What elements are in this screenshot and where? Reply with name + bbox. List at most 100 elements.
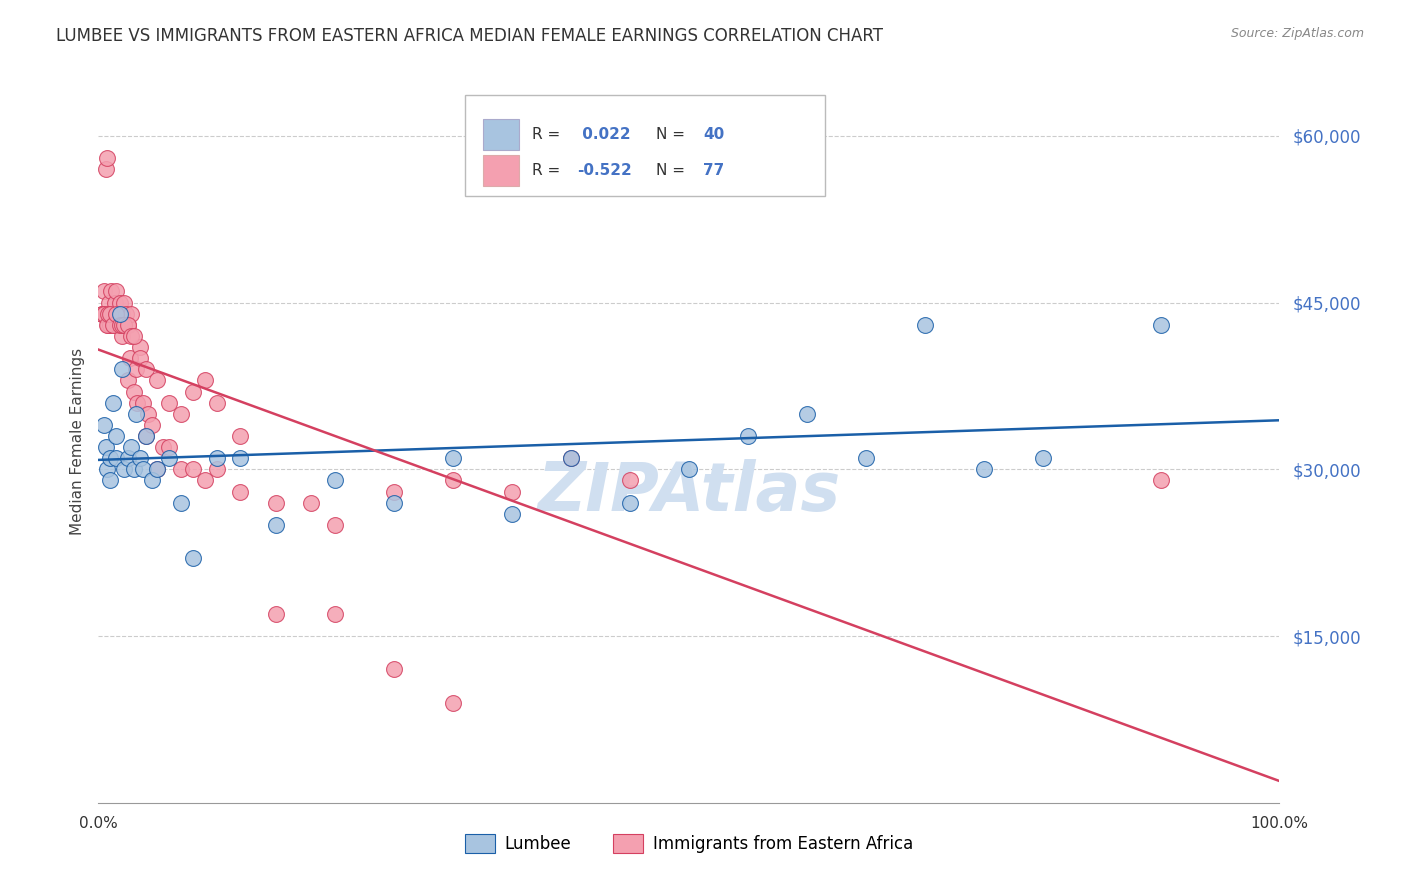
Point: [146, 462, 169, 476]
Point: [98, 307, 121, 321]
Text: 0.022: 0.022: [576, 127, 630, 142]
Point: [323, 607, 346, 621]
Point: [107, 307, 129, 321]
Point: [121, 329, 143, 343]
Point: [229, 451, 252, 466]
Text: Source: ZipAtlas.com: Source: ZipAtlas.com: [1230, 27, 1364, 40]
FancyBboxPatch shape: [484, 120, 519, 150]
Point: [117, 318, 139, 332]
Point: [121, 307, 143, 321]
Point: [1032, 451, 1054, 466]
Point: [93, 417, 115, 432]
Point: [560, 451, 582, 466]
Point: [128, 340, 150, 354]
Point: [97, 318, 120, 332]
Point: [105, 318, 128, 332]
Point: [122, 329, 145, 343]
Text: R =: R =: [531, 163, 565, 178]
Point: [101, 307, 124, 321]
Point: [114, 307, 136, 321]
Point: [382, 484, 405, 499]
Point: [157, 451, 180, 466]
Point: [796, 407, 818, 421]
Point: [101, 395, 124, 409]
Point: [181, 551, 204, 566]
Point: [135, 362, 157, 376]
Point: [128, 351, 150, 366]
Point: [205, 462, 228, 476]
Point: [264, 517, 287, 532]
Point: [136, 407, 159, 421]
Point: [135, 429, 157, 443]
FancyBboxPatch shape: [484, 155, 519, 186]
Point: [96, 151, 118, 165]
Point: [229, 484, 252, 499]
Text: 77: 77: [703, 163, 724, 178]
Point: [855, 451, 877, 466]
Point: [98, 451, 121, 466]
Point: [105, 307, 128, 321]
Point: [96, 462, 118, 476]
Point: [737, 429, 759, 443]
Y-axis label: Median Female Earnings: Median Female Earnings: [69, 348, 84, 535]
Point: [101, 318, 124, 332]
Point: [170, 407, 193, 421]
Point: [205, 451, 228, 466]
Point: [141, 417, 163, 432]
Point: [229, 429, 252, 443]
Point: [98, 318, 121, 332]
Point: [98, 474, 121, 488]
Text: LUMBEE VS IMMIGRANTS FROM EASTERN AFRICA MEDIAN FEMALE EARNINGS CORRELATION CHAR: LUMBEE VS IMMIGRANTS FROM EASTERN AFRICA…: [56, 27, 883, 45]
Point: [111, 307, 134, 321]
Point: [678, 462, 700, 476]
Point: [441, 696, 464, 710]
Point: [98, 295, 121, 310]
Point: [127, 395, 149, 409]
Point: [91, 307, 114, 321]
Text: N =: N =: [655, 127, 690, 142]
Point: [103, 318, 125, 332]
Point: [152, 440, 174, 454]
Point: [104, 295, 127, 310]
Point: [181, 462, 204, 476]
Point: [1150, 474, 1173, 488]
Point: [105, 429, 128, 443]
Point: [117, 373, 139, 387]
Point: [112, 295, 135, 310]
Text: -0.522: -0.522: [576, 163, 631, 178]
Point: [441, 474, 464, 488]
Point: [128, 451, 150, 466]
Point: [125, 362, 148, 376]
Point: [91, 307, 114, 321]
Text: ZIPAtlas: ZIPAtlas: [537, 459, 841, 525]
Point: [560, 451, 582, 466]
Point: [94, 440, 117, 454]
Point: [96, 318, 118, 332]
Point: [157, 395, 180, 409]
Point: [110, 318, 132, 332]
Point: [441, 451, 464, 466]
Point: [94, 162, 117, 177]
Point: [105, 285, 128, 299]
Point: [97, 307, 120, 321]
Point: [135, 429, 157, 443]
Text: N =: N =: [655, 163, 690, 178]
FancyBboxPatch shape: [464, 95, 825, 196]
Point: [146, 373, 169, 387]
Point: [973, 462, 995, 476]
Point: [382, 662, 405, 676]
Point: [132, 395, 155, 409]
Point: [914, 318, 936, 332]
Point: [264, 496, 287, 510]
Point: [93, 285, 115, 299]
Point: [111, 362, 134, 376]
Legend: Lumbee, Immigrants from Eastern Africa: Lumbee, Immigrants from Eastern Africa: [458, 827, 920, 860]
Point: [501, 484, 523, 499]
Point: [105, 451, 128, 466]
Point: [382, 496, 405, 510]
Point: [170, 496, 193, 510]
Point: [120, 351, 142, 366]
Point: [205, 395, 228, 409]
Point: [122, 384, 145, 399]
Point: [108, 295, 131, 310]
